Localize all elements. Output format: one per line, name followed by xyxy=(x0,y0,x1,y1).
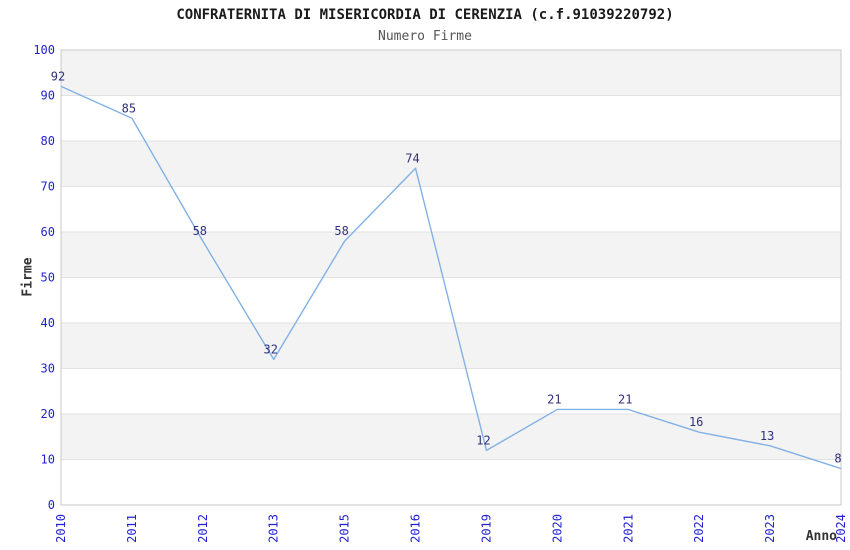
y-tick-label: 50 xyxy=(41,271,55,285)
chart-title: CONFRATERNITA DI MISERICORDIA DI CERENZI… xyxy=(176,7,674,23)
data-label: 58 xyxy=(334,224,348,238)
data-label: 32 xyxy=(264,342,278,356)
plot-band xyxy=(61,414,841,460)
x-tick-label: 2010 xyxy=(54,514,68,543)
plot-band xyxy=(61,323,841,369)
plot-border xyxy=(60,49,842,506)
x-tick-label: 2019 xyxy=(479,514,493,543)
chart-subtitle: Numero Firme xyxy=(378,29,472,44)
data-label: 8 xyxy=(834,452,841,466)
x-tick-label: 2023 xyxy=(763,514,777,543)
y-tick-label: 0 xyxy=(48,498,55,512)
data-label: 13 xyxy=(760,429,774,443)
x-tick-label: 2022 xyxy=(692,514,706,543)
y-tick-label: 20 xyxy=(41,407,55,421)
y-tick-label: 60 xyxy=(41,225,55,239)
x-axis-label: Anno xyxy=(805,529,837,544)
x-tick-label: 2024 xyxy=(834,514,848,543)
x-tick-label: 2013 xyxy=(267,514,281,543)
data-label: 21 xyxy=(618,392,632,406)
data-label: 16 xyxy=(689,415,703,429)
y-tick-label: 10 xyxy=(41,453,55,467)
x-tick-label: 2021 xyxy=(621,514,635,543)
y-tick-label: 70 xyxy=(41,180,55,194)
y-tick-label: 100 xyxy=(33,43,55,57)
plot-band xyxy=(61,232,841,278)
data-label: 12 xyxy=(476,433,490,447)
data-label: 92 xyxy=(51,69,65,83)
x-tick-label: 2012 xyxy=(196,514,210,543)
y-tick-label: 90 xyxy=(41,89,55,103)
data-label: 21 xyxy=(547,392,561,406)
x-tick-label: 2015 xyxy=(338,514,352,543)
y-tick-label: 30 xyxy=(41,362,55,376)
y-tick-label: 80 xyxy=(41,134,55,148)
x-tick-label: 2011 xyxy=(125,514,139,543)
plot-band xyxy=(61,50,841,96)
plot-band xyxy=(61,141,841,187)
data-label: 74 xyxy=(405,151,419,165)
y-tick-label: 40 xyxy=(41,316,55,330)
x-tick-label: 2020 xyxy=(550,514,564,543)
x-tick-label: 2016 xyxy=(409,514,423,543)
data-label: 85 xyxy=(122,101,136,115)
series-line xyxy=(60,85,842,470)
data-label: 58 xyxy=(193,224,207,238)
y-axis-label: Firme xyxy=(20,257,36,297)
